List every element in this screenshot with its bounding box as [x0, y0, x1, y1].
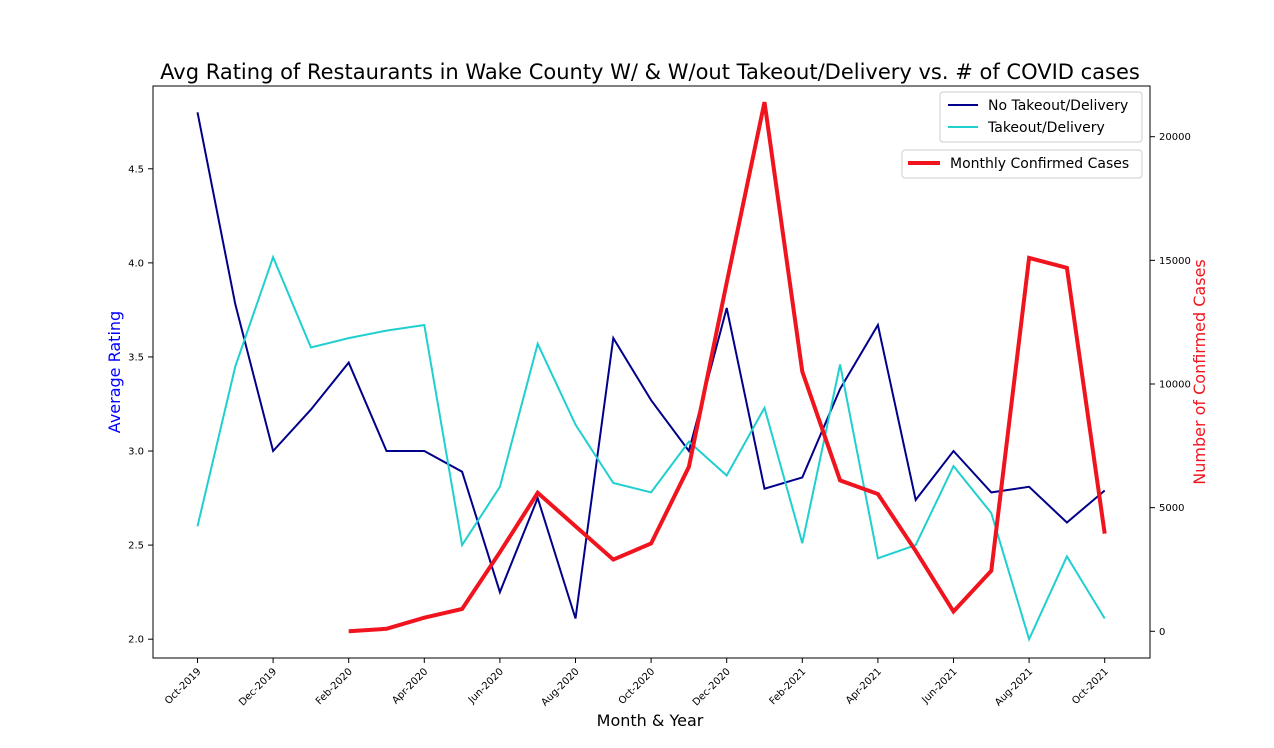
x-tick-label: Oct-2021: [1070, 666, 1111, 707]
y2-tick-label: 20000: [1159, 132, 1191, 143]
y-axis-right: 0 5000 10000 15000 20000: [1150, 132, 1191, 638]
y2-tick-label: 15000: [1159, 256, 1191, 267]
x-axis: Oct-2019 Dec-2019 Feb-2020 Apr-2020 Jun-2020…: [163, 658, 1111, 708]
series-line-no-takeout-delivery: [196, 112, 1106, 619]
x-tick-label: Aug-2021: [993, 666, 1035, 708]
x-tick-label: Oct-2020: [617, 666, 658, 707]
y-axis-left: 2.0 2.5 3.0 3.5 4.0 4.5: [128, 164, 153, 646]
legend-left-box: [939, 91, 1143, 143]
x-axis-label: Month & Year: [597, 711, 704, 730]
x-tick-label: Jun-2020: [466, 666, 506, 706]
y-tick-label: 2.0: [128, 635, 144, 646]
series-line-takeout-delivery: [196, 254, 1106, 643]
series-lines: [196, 101, 1107, 643]
x-tick-label: Dec-2020: [691, 666, 733, 708]
x-tick-label: Dec-2019: [237, 666, 279, 708]
legend-label-takeout: Takeout/Delivery: [987, 120, 1105, 136]
x-tick-label: Feb-2021: [768, 666, 809, 707]
x-tick-label: Oct-2019: [163, 666, 204, 707]
y-tick-label: 3.0: [128, 447, 144, 458]
x-tick-label: Feb-2020: [314, 666, 355, 707]
y2-tick-label: 5000: [1159, 503, 1184, 514]
legend-left: No Takeout/Delivery Takeout/Delivery: [939, 91, 1143, 143]
y2-tick-label: 10000: [1159, 379, 1191, 390]
y-tick-label: 4.5: [128, 164, 144, 175]
legend-right: Monthly Confirmed Cases: [901, 149, 1143, 179]
legend-right-box: [901, 149, 1143, 179]
legend-label-cases: Monthly Confirmed Cases: [950, 156, 1129, 172]
x-tick-label: Apr-2020: [390, 666, 430, 706]
series-line-monthly-confirmed-cases: [348, 101, 1107, 634]
x-tick-label: Jun-2021: [920, 666, 960, 706]
y-tick-label: 3.5: [128, 352, 144, 363]
chart-title: Avg Rating of Restaurants in Wake County…: [160, 60, 1140, 84]
y2-tick-label: 0: [1159, 627, 1165, 638]
y2-axis-label: Number of Confirmed Cases: [1190, 259, 1209, 485]
y-axis-label: Average Rating: [105, 311, 124, 433]
y-tick-label: 4.0: [128, 258, 144, 269]
x-tick-label: Aug-2020: [539, 666, 581, 708]
x-tick-label: Apr-2021: [844, 666, 884, 706]
y-tick-label: 2.5: [128, 541, 144, 552]
legend-label-no-takeout: No Takeout/Delivery: [988, 98, 1128, 114]
